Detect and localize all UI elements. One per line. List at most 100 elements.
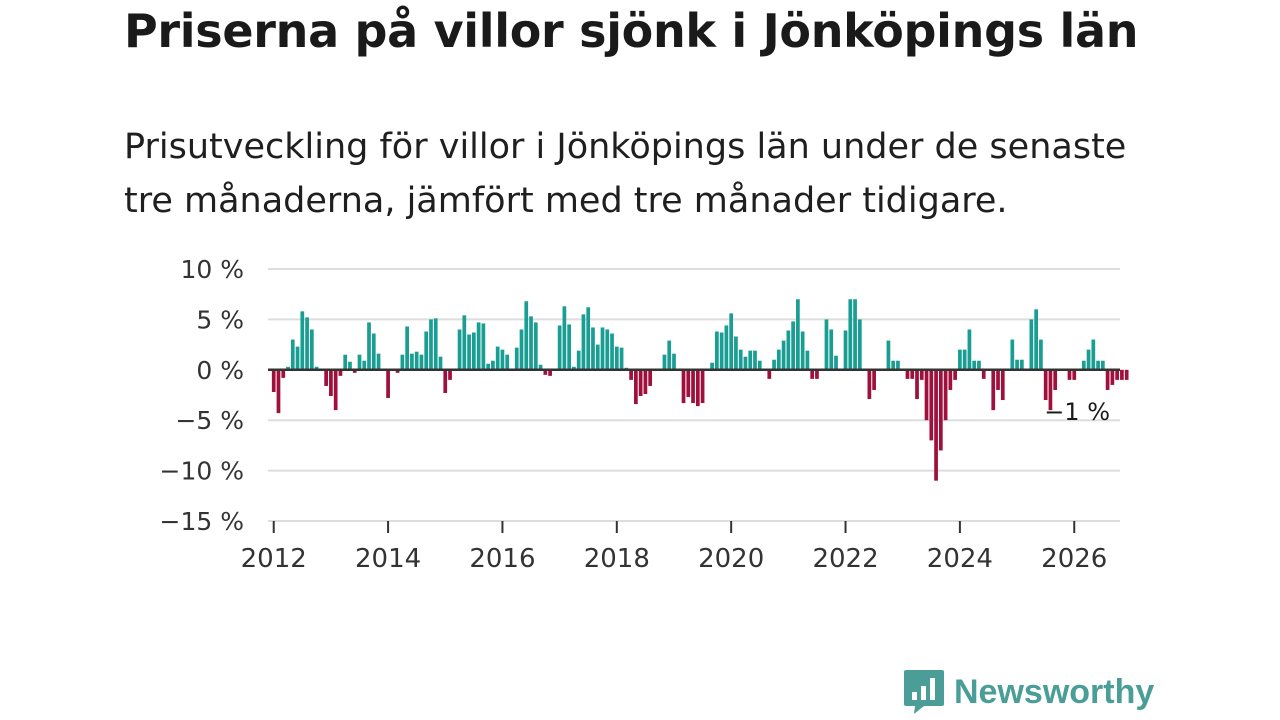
bar	[529, 316, 533, 370]
bar	[514, 347, 519, 370]
bar	[915, 369, 919, 400]
bar	[443, 369, 448, 393]
gridlines	[268, 268, 1120, 522]
x-axis: 2012 2014 2016 2018 2020 2022 2024 2026	[241, 521, 1107, 574]
bar	[1043, 369, 1048, 401]
bar	[338, 369, 343, 376]
bar	[1072, 369, 1077, 380]
bar	[405, 326, 409, 370]
bar	[471, 332, 476, 370]
bar	[1105, 369, 1110, 390]
bar	[1100, 360, 1105, 370]
bar	[767, 369, 772, 379]
bar	[800, 331, 805, 370]
bar	[629, 369, 633, 380]
bar	[576, 350, 581, 370]
bar	[686, 369, 691, 398]
bar	[938, 369, 943, 451]
bar	[333, 369, 338, 411]
x-tick-label: 2014	[355, 544, 421, 574]
bar	[1067, 369, 1072, 380]
bar	[910, 369, 915, 379]
bar	[1010, 339, 1015, 370]
bar	[743, 356, 748, 370]
bar	[796, 299, 800, 370]
bar	[934, 369, 938, 481]
bar	[729, 313, 734, 370]
bar	[662, 354, 667, 370]
bar	[848, 299, 853, 370]
bar	[495, 346, 500, 370]
bar	[486, 363, 491, 370]
bar	[457, 329, 462, 370]
bar	[290, 339, 295, 370]
bar	[700, 369, 705, 404]
bar	[843, 330, 848, 370]
bar	[853, 299, 857, 370]
bar	[905, 369, 910, 379]
bar	[595, 344, 600, 370]
bar	[386, 369, 390, 399]
bar	[371, 333, 376, 370]
bar	[1110, 369, 1115, 385]
bar	[410, 353, 414, 370]
bar	[1081, 360, 1086, 370]
bar	[958, 349, 962, 370]
bar	[710, 362, 714, 370]
bar	[805, 350, 810, 370]
bar	[634, 369, 638, 405]
bar	[591, 327, 595, 370]
bar	[281, 369, 286, 378]
bar	[1124, 369, 1129, 380]
bar	[429, 319, 433, 370]
bar	[376, 353, 381, 370]
bar	[695, 369, 700, 407]
bar	[776, 349, 781, 370]
bar	[572, 366, 576, 370]
bar	[524, 301, 529, 370]
bar	[924, 369, 929, 421]
newsworthy-logo: Newsworthy	[902, 668, 1154, 716]
bar	[638, 369, 643, 397]
x-tick-label: 2018	[584, 544, 650, 574]
bar	[438, 356, 443, 370]
bar	[1019, 359, 1024, 370]
bar	[872, 369, 876, 390]
bar	[500, 349, 505, 370]
bar	[400, 354, 405, 370]
logo-text: Newsworthy	[954, 672, 1155, 711]
bar	[857, 319, 862, 370]
bar	[271, 369, 276, 392]
x-tick-label: 2020	[698, 544, 764, 574]
bar	[362, 360, 367, 370]
bar	[600, 327, 605, 370]
bar	[829, 329, 834, 370]
bar	[672, 353, 676, 370]
bar	[605, 329, 610, 370]
last-value-annotation: −1 %	[1044, 398, 1110, 426]
bar	[791, 321, 795, 370]
bar	[772, 359, 776, 370]
bar	[462, 315, 467, 370]
bar	[567, 324, 572, 370]
bar	[667, 340, 672, 370]
bar	[948, 369, 953, 390]
bar	[757, 360, 762, 370]
bar	[943, 369, 948, 421]
bar	[557, 325, 562, 370]
bar	[786, 330, 791, 370]
bar	[810, 369, 815, 379]
bar	[643, 369, 648, 394]
bar	[1086, 349, 1091, 370]
bar	[295, 346, 300, 370]
bar	[691, 369, 695, 404]
bar	[305, 317, 309, 370]
bar	[614, 346, 619, 370]
bar	[891, 360, 896, 370]
bar	[395, 369, 400, 373]
bar	[981, 369, 986, 379]
bar	[977, 360, 981, 370]
bar	[433, 318, 438, 370]
bar	[781, 340, 786, 370]
x-tick-label: 2012	[241, 544, 307, 574]
